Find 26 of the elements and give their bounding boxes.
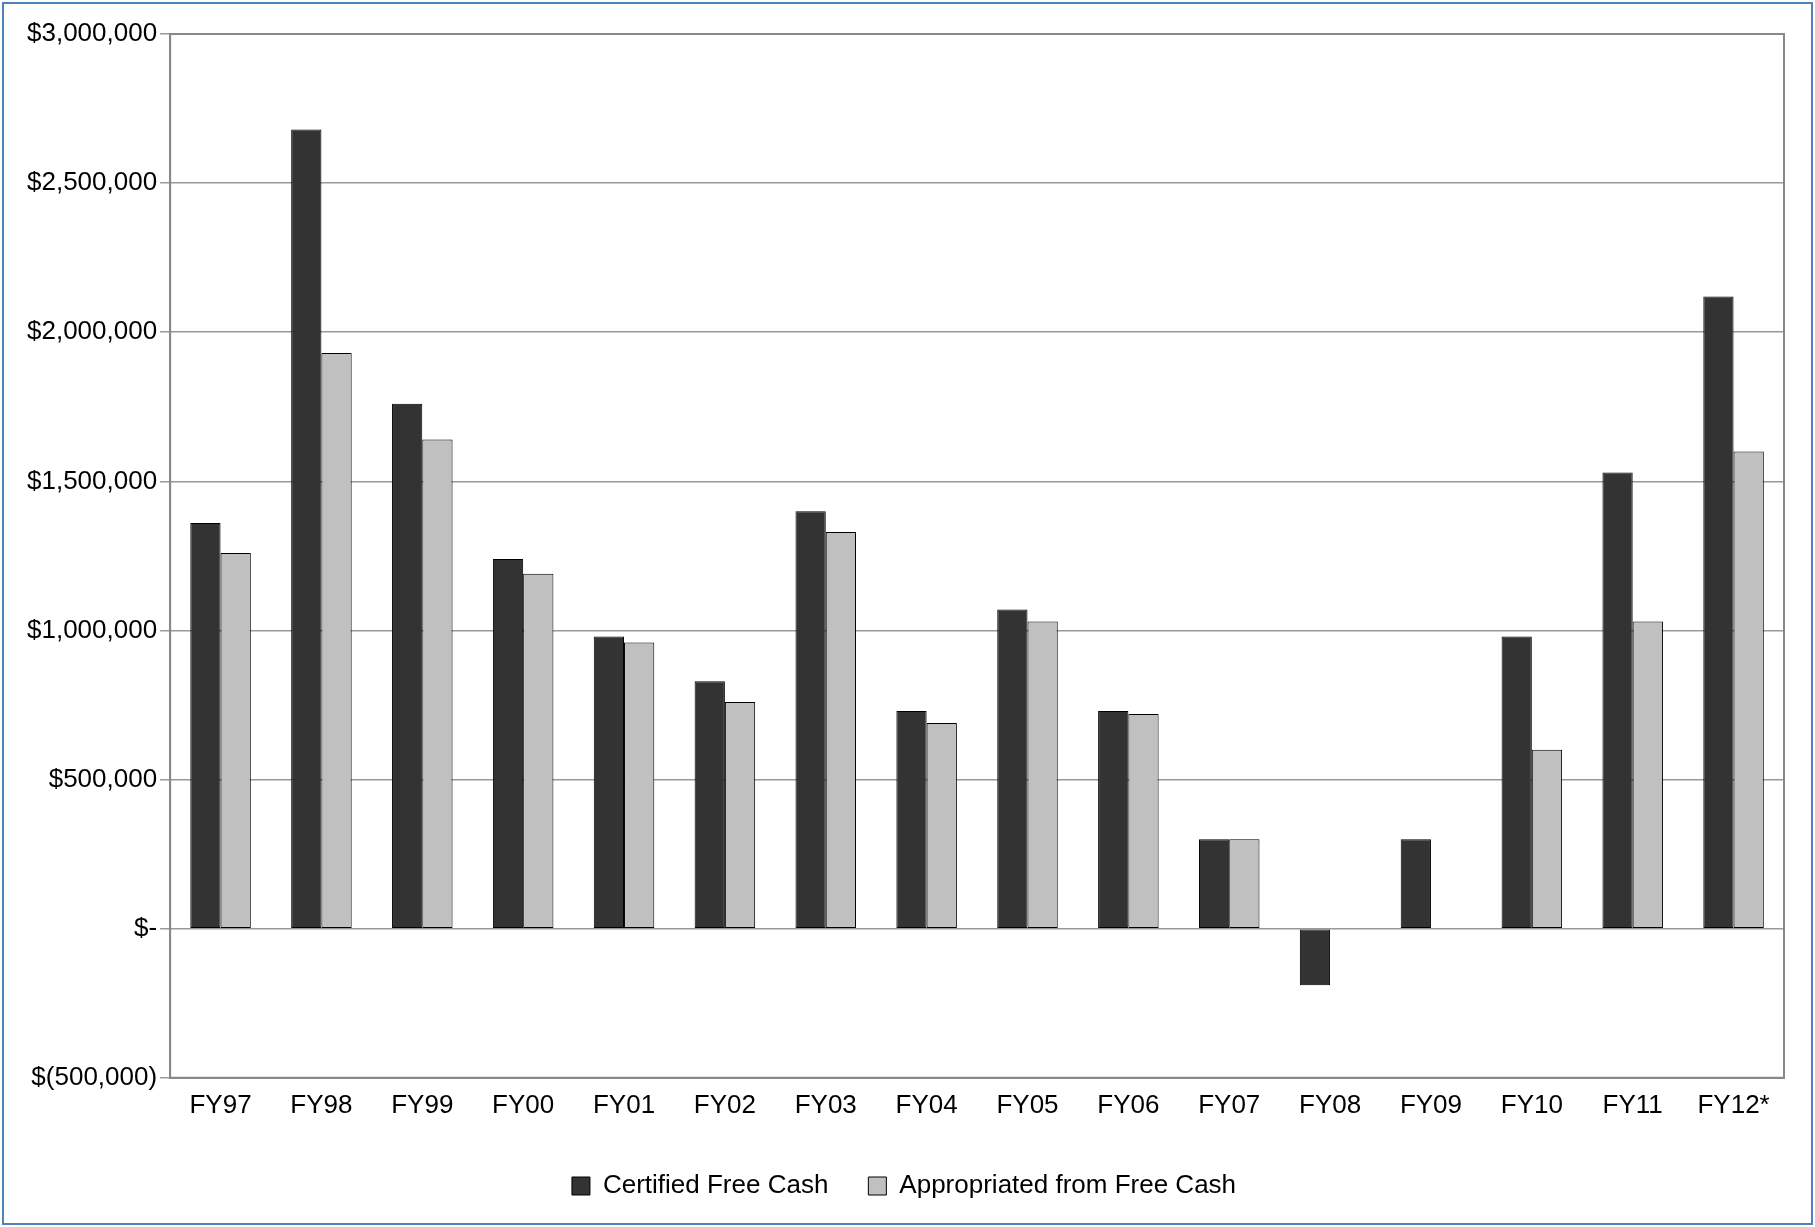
y-tick-label: $(500,000) (31, 1060, 158, 1091)
x-tick-label: FY12* (1697, 1088, 1770, 1119)
y-tick-label: $500,000 (48, 762, 158, 793)
x-tick-label: FY06 (1097, 1088, 1160, 1119)
x-tick-label: FY08 (1299, 1088, 1362, 1119)
x-tick-label: FY05 (996, 1088, 1059, 1119)
x-tick-label: FY99 (391, 1088, 454, 1119)
y-tick-label: $2,500,000 (26, 166, 158, 197)
y-tick-label: $1,000,000 (26, 613, 158, 644)
x-tick-label: FY04 (895, 1088, 958, 1119)
y-tick-label: $- (134, 911, 158, 942)
x-tick-label: FY10 (1500, 1088, 1563, 1119)
x-tick-label: FY97 (189, 1088, 252, 1119)
legend-label: Certified Free Cash (602, 1169, 829, 1200)
x-tick-label: FY01 (592, 1088, 656, 1119)
x-tick-label: FY07 (1198, 1088, 1261, 1119)
x-tick-label: FY02 (693, 1088, 756, 1119)
x-tick-label: FY09 (1399, 1088, 1463, 1119)
y-tick-label: $1,500,000 (26, 464, 158, 495)
x-tick-label: FY98 (290, 1088, 353, 1119)
x-tick-label: FY00 (492, 1088, 555, 1119)
y-tick-label: $3,000,000 (26, 17, 158, 48)
legend-label: Appropriated from Free Cash (899, 1169, 1237, 1200)
x-tick-label: FY03 (794, 1088, 857, 1119)
x-tick-label: FY11 (1602, 1088, 1663, 1119)
y-tick-label: $2,000,000 (26, 315, 158, 346)
